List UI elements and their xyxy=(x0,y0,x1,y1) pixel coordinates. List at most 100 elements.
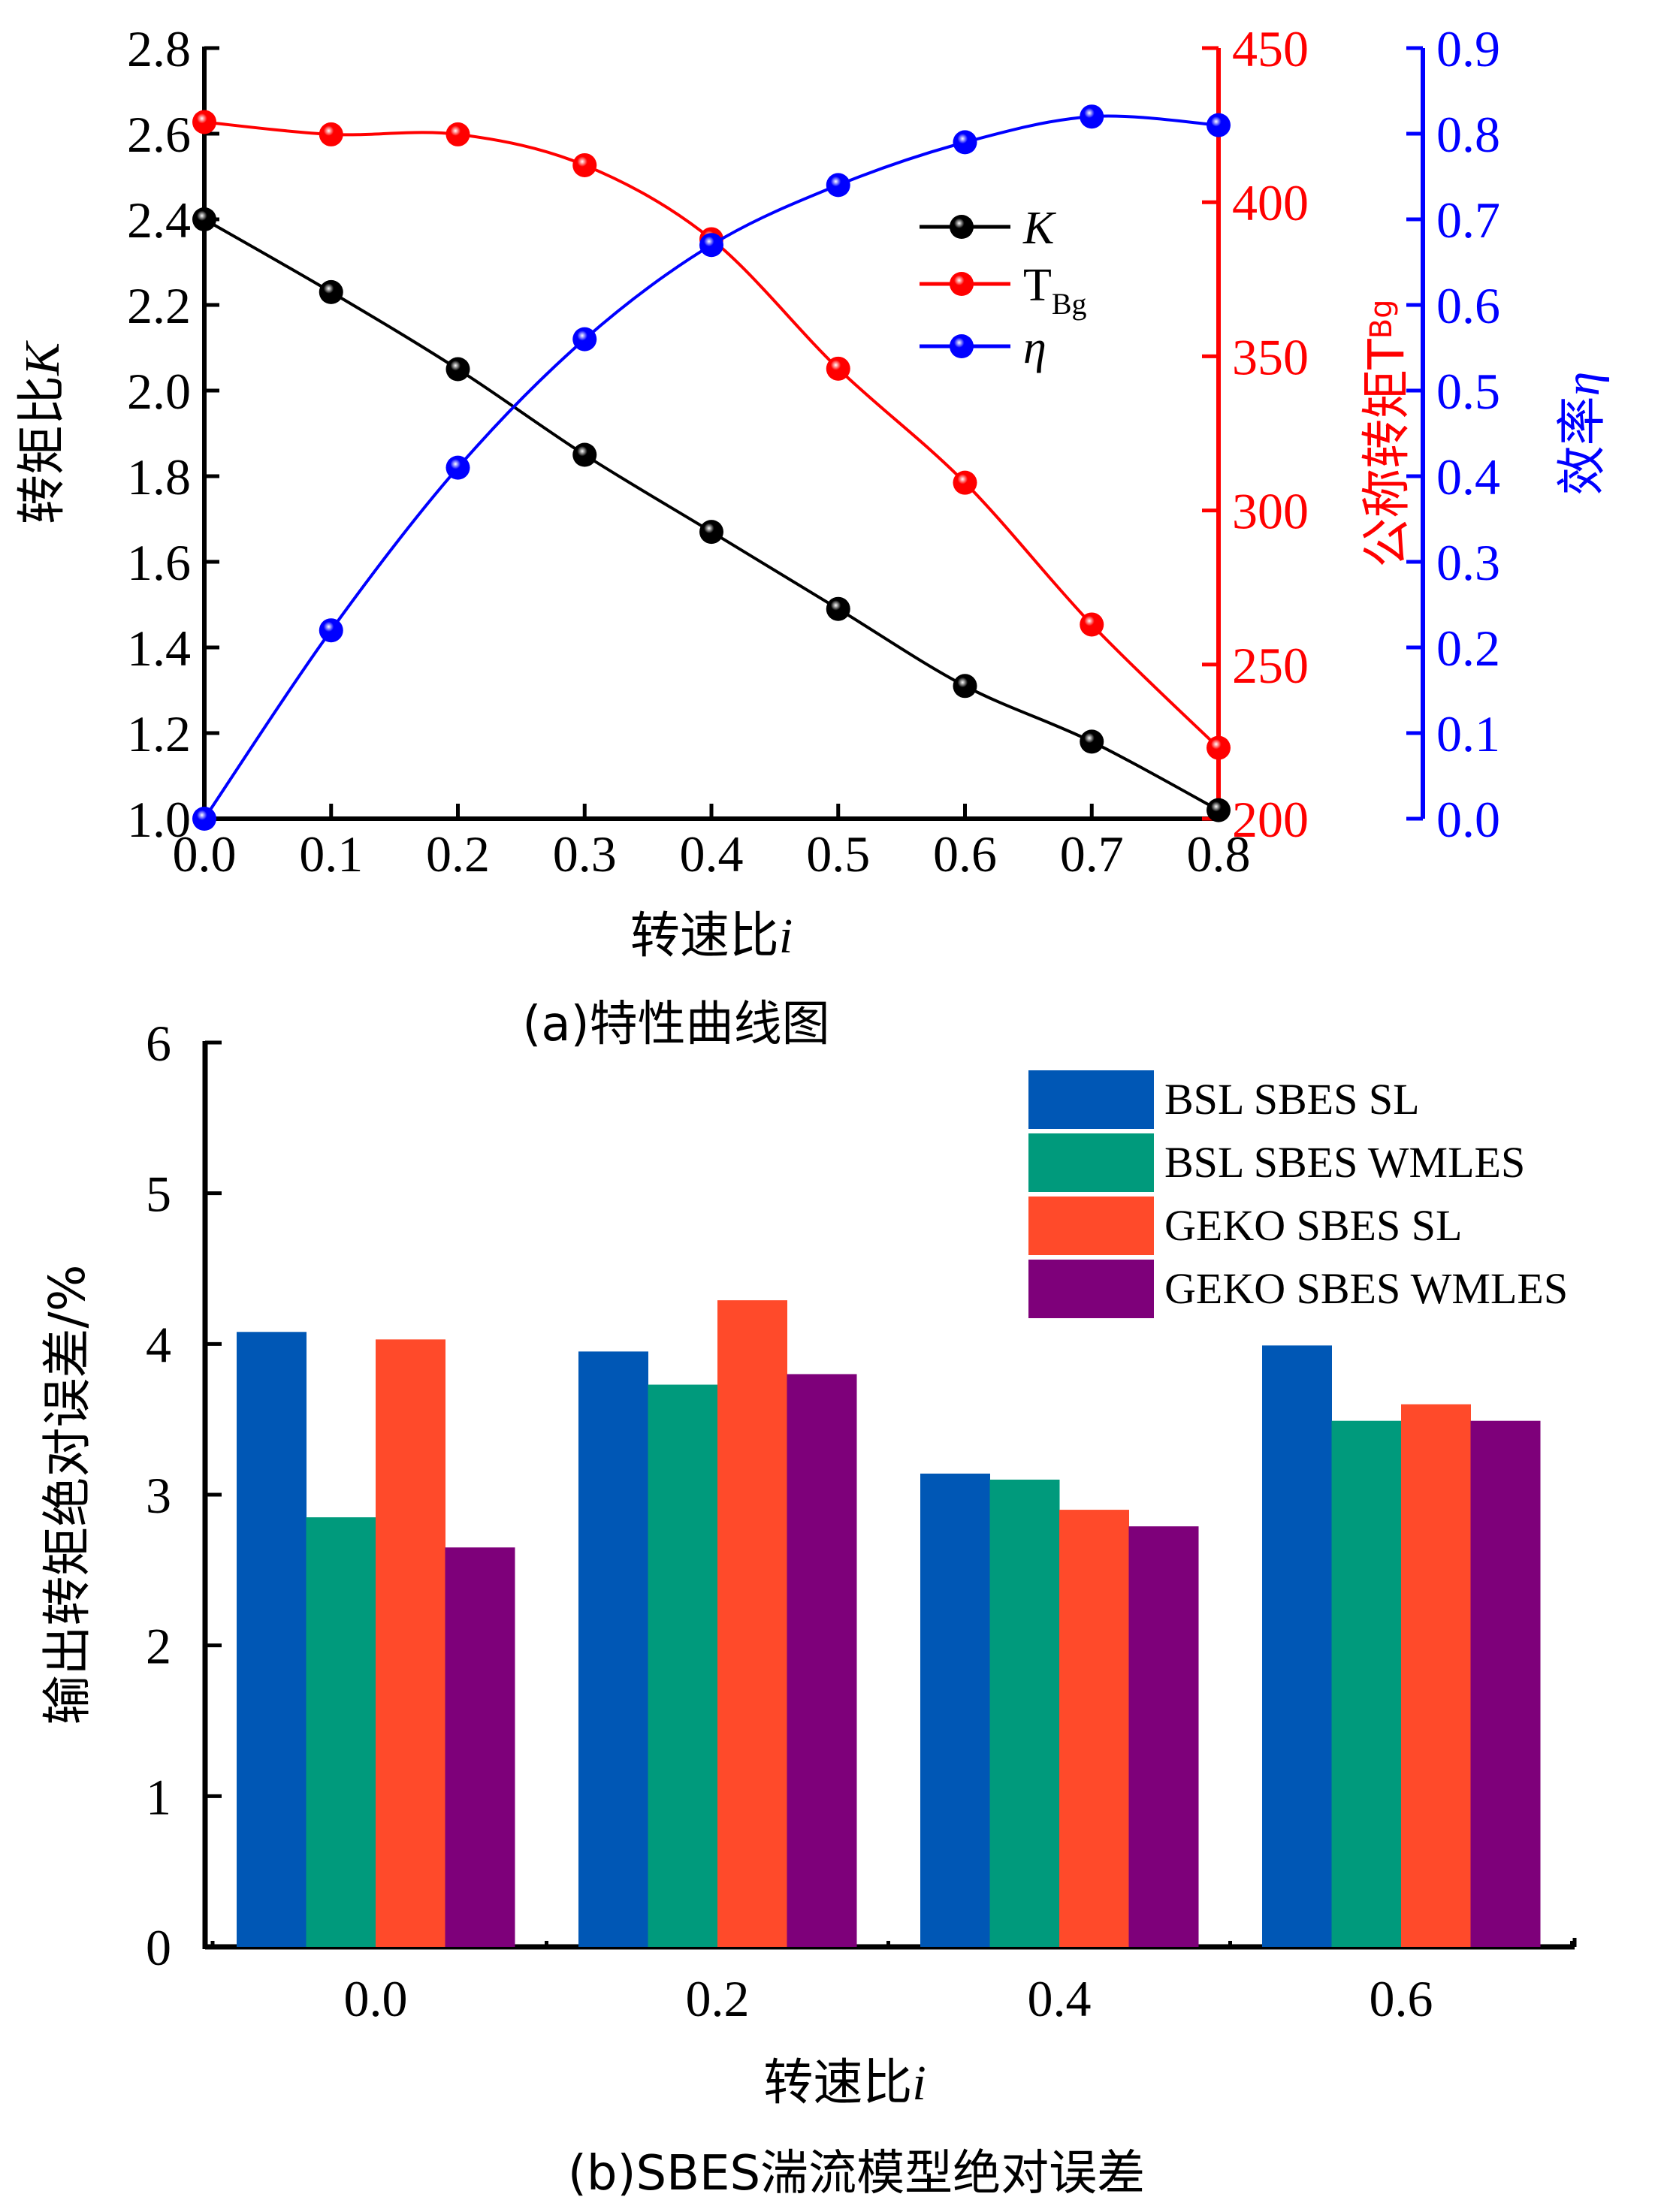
legend-bsl-sbes-sl-swatch xyxy=(1028,1070,1154,1129)
efficiency-point xyxy=(699,233,723,258)
nominal-torque-point xyxy=(1080,612,1104,637)
efficiency-point xyxy=(826,173,850,198)
chart-a-labels: 1.0 1.2 1.4 1.6 1.8 2.0 2.2 2.4 2.6 2.8 0.0 0.1 0.2 0… xyxy=(13,20,1611,1052)
y-tick-label: 2 xyxy=(146,1618,171,1675)
torque-axis-title: 公称转矩TBg xyxy=(1358,299,1415,567)
left-y-tick-label: 2.6 xyxy=(127,106,191,163)
nominal-torque-point xyxy=(1207,735,1231,760)
legend-k-marker xyxy=(950,215,974,239)
legend-geko-sbes-sl-swatch xyxy=(1028,1197,1154,1255)
legend-bsl-sbes-sl-label: BSL SBES SL xyxy=(1164,1075,1420,1124)
x-tick-label: 0.5 xyxy=(806,825,870,883)
torque-ratio-point xyxy=(1080,729,1104,754)
nominal-torque-point xyxy=(192,110,216,134)
nominal-torque-point xyxy=(953,470,977,495)
torque-ratio-point xyxy=(445,357,470,382)
y-tick-label: 1 xyxy=(146,1768,171,1825)
torque-ratio-point xyxy=(572,442,597,467)
legend-geko-sbes-sl-label: GEKO SBES SL xyxy=(1164,1201,1462,1250)
x-tick-label: 0.2 xyxy=(426,825,490,883)
left-y-tick-label: 2.4 xyxy=(127,192,191,249)
left-y-tick-label: 1.0 xyxy=(127,791,191,848)
legend-tbg-label: TBg xyxy=(1023,260,1087,321)
efficiency-axis-tick-label: 0.4 xyxy=(1436,448,1500,505)
legend-bsl-sbes-wmles-label: BSL SBES WMLES xyxy=(1164,1138,1525,1187)
left-y-tick-label: 1.6 xyxy=(127,534,191,591)
torque-axis-tick-label: 200 xyxy=(1232,791,1309,848)
efficiency-axis-tick-label: 0.8 xyxy=(1436,106,1500,163)
y-tick-label: 5 xyxy=(146,1166,171,1223)
efficiency-point xyxy=(1080,104,1104,129)
efficiency-line xyxy=(203,114,1219,820)
nominal-torque-point xyxy=(572,152,597,177)
efficiency-axis-tick-label: 0.9 xyxy=(1436,20,1500,77)
nominal-torque-line xyxy=(204,120,1220,750)
x-tick-label: 0.1 xyxy=(299,825,363,883)
y-tick-label: 4 xyxy=(146,1316,171,1373)
chart-a-axes xyxy=(202,46,1425,821)
x-tick-label: 0.4 xyxy=(680,825,744,883)
torque-ratio-point xyxy=(192,207,216,231)
torque-axis-tick-label: 400 xyxy=(1232,174,1309,231)
legend-eta-marker xyxy=(950,334,974,358)
chart-b-bars xyxy=(237,1300,1541,1947)
efficiency-axis-tick-label: 0.0 xyxy=(1436,791,1500,848)
efficiency-point xyxy=(445,455,470,480)
bar-geko-sbes-wmles xyxy=(1470,1420,1541,1947)
bar-bsl-sbes-sl xyxy=(1262,1345,1332,1947)
legend-geko-sbes-wmles-label: GEKO SBES WMLES xyxy=(1164,1264,1568,1313)
left-y-axis-title: 转矩比K xyxy=(13,340,71,524)
nominal-torque-point xyxy=(319,122,343,146)
efficiency-point xyxy=(319,618,343,643)
bar-bsl-sbes-wmles xyxy=(648,1384,718,1947)
torque-ratio-point xyxy=(319,279,343,304)
efficiency-point xyxy=(572,327,597,352)
efficiency-axis-title: 效率η xyxy=(1553,372,1611,496)
x-tick-label: 0.2 xyxy=(686,1970,750,2027)
left-y-tick-label: 1.4 xyxy=(127,620,191,677)
left-y-tick-label: 1.8 xyxy=(127,448,191,505)
legend-k-label: K xyxy=(1022,203,1057,254)
x-tick-label: 0.6 xyxy=(933,825,997,883)
legend-bsl-sbes-wmles-swatch xyxy=(1028,1133,1154,1192)
x-tick-label: 0.7 xyxy=(1060,825,1124,883)
nominal-torque-point xyxy=(826,356,850,381)
x-tick-label: 0.3 xyxy=(553,825,617,883)
legend-tbg-marker xyxy=(950,272,974,296)
chart-a-caption: (a)特性曲线图 xyxy=(522,997,829,1052)
y-tick-label: 0 xyxy=(146,1919,171,1976)
torque-ratio-point xyxy=(953,674,977,699)
efficiency-axis-tick-label: 0.3 xyxy=(1436,534,1500,591)
torque-axis-tick-label: 300 xyxy=(1232,483,1309,540)
efficiency-axis-tick-label: 0.6 xyxy=(1436,277,1500,334)
x-tick-label: 0.0 xyxy=(344,1970,408,2027)
chart-b-axes xyxy=(202,1040,1577,1950)
torque-axis-tick-label: 350 xyxy=(1232,328,1309,385)
bar-bsl-sbes-sl xyxy=(920,1473,990,1947)
nominal-torque-point xyxy=(445,122,470,146)
left-y-tick-label: 2.2 xyxy=(127,277,191,334)
left-y-tick-label: 2.8 xyxy=(127,20,191,77)
efficiency-axis-tick-label: 0.2 xyxy=(1436,620,1500,677)
torque-axis-tick-label: 250 xyxy=(1232,637,1309,694)
x-tick-label: 0.6 xyxy=(1370,1970,1433,2027)
bar-geko-sbes-wmles xyxy=(445,1547,515,1947)
bar-bsl-sbes-wmles xyxy=(989,1479,1060,1947)
efficiency-axis-tick-label: 0.5 xyxy=(1436,363,1500,420)
bar-geko-sbes-sl xyxy=(717,1300,787,1947)
bar-geko-sbes-wmles xyxy=(1128,1526,1199,1947)
bar-geko-sbes-sl xyxy=(376,1339,445,1947)
chart-b-legend: BSL SBES SL BSL SBES WMLES GEKO SBES SL GEK… xyxy=(1028,1070,1568,1318)
bar-geko-sbes-wmles xyxy=(787,1374,857,1947)
y-tick-label: 3 xyxy=(146,1467,171,1524)
efficiency-point xyxy=(953,130,977,155)
legend-eta-label: η xyxy=(1023,322,1046,373)
efficiency-point xyxy=(1207,113,1231,137)
efficiency-axis-tick-label: 0.7 xyxy=(1436,192,1500,249)
bar-geko-sbes-sl xyxy=(1059,1510,1129,1947)
left-y-tick-label: 2.0 xyxy=(127,363,191,420)
chart-b-caption: (b)SBES湍流模型绝对误差 xyxy=(568,2146,1145,2201)
y-axis-title: 输出转矩绝对误差/% xyxy=(38,1265,96,1725)
left-y-tick-label: 1.2 xyxy=(127,705,191,762)
